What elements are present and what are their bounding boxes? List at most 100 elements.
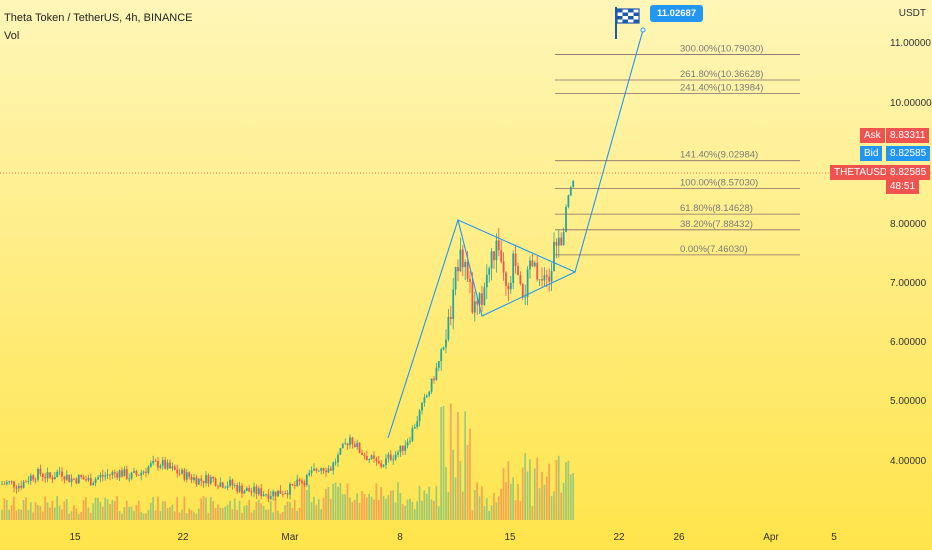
candle-body [27,480,30,482]
volume-bar [320,509,322,520]
time-tick-label: Apr [763,532,779,543]
volume-bar [51,500,54,520]
volume-bar [159,511,162,520]
volume-bar [464,411,466,520]
volume-bar [125,500,128,520]
candle-body [248,488,251,492]
volume-bar [149,502,152,520]
volume-bar [478,496,481,520]
volume-bar [87,507,90,520]
volume-bar [212,501,214,520]
candle-body [68,474,71,483]
candle-body [238,485,241,492]
volume-bar [157,496,159,520]
volume-bar [260,503,262,520]
candle-body [452,289,455,319]
volume-bar [569,474,572,520]
candle-body [73,478,75,480]
candle-body [13,481,15,488]
candle-body [464,261,467,268]
volume-bar [77,513,80,520]
candle-body [137,474,140,476]
volume-bar [421,500,423,520]
candle-body [221,482,224,488]
volume-bar [567,460,570,520]
volume-bar [334,482,337,520]
candle-body [123,469,126,477]
bid-label: Bid [860,146,883,161]
volume-bar [387,495,390,520]
time-tick-label: 5 [831,532,837,543]
candle-body [10,481,13,482]
volume-bar [406,499,409,520]
volume-bar [49,507,51,520]
candle-body [85,479,87,481]
candle-body [173,466,176,470]
volume-bar [46,502,49,520]
candle-body [519,275,522,284]
volume-bar [344,494,346,520]
volume-bar [572,473,574,520]
volume-bar [166,507,169,520]
volume-bar [255,501,258,520]
candle-body [322,468,325,471]
volume-bar [3,498,6,520]
volume-bar [68,513,70,520]
candle-body [433,378,435,381]
volume-bar [128,506,130,520]
candle-body [495,240,498,261]
candle-body [130,472,133,479]
candle-body [56,471,59,478]
volume-bar [548,463,550,520]
volume-bar [377,499,380,520]
volume-bar [289,502,291,520]
volume-bar [56,496,58,520]
volume-bar [202,496,205,520]
candle-body [106,474,109,476]
volume-bar [53,507,56,520]
candle-body [224,487,227,489]
volume-bar [416,501,418,520]
volume-bar [245,505,248,520]
volume-bar [430,499,433,520]
candle-body [25,481,27,483]
candle-body [171,466,174,469]
volume-bar [99,501,102,520]
volume-bar [13,496,15,520]
candle-body [406,441,409,446]
volume-bar [538,488,541,520]
candle-body [255,486,258,495]
volume-bar [490,505,493,520]
candle-body [92,483,95,486]
currency-label[interactable]: USDT [898,8,926,19]
candle-body [392,459,395,461]
volume-bar [17,508,20,520]
volume-bar [274,498,277,520]
volume-bar [353,499,356,520]
candle-body [8,481,11,483]
volume-bar [296,510,298,520]
volume-bar [325,488,327,520]
candle-body [560,237,563,246]
volume-bar [440,406,442,520]
target-price-callout: 11.02687 [650,5,704,22]
volume-bar [375,483,378,520]
volume-bar [154,510,157,520]
candle-body [445,339,447,348]
volume-bar [262,505,265,520]
fib-level-label: 0.00%(7.46030) [680,244,748,255]
candle-body [164,460,167,469]
volume-bar [236,509,238,520]
volume-bar [428,486,430,520]
volume-bar [195,513,198,520]
volume-bar [272,512,274,520]
candle-body [61,471,63,477]
candle-body [397,452,399,455]
candle-body [365,455,368,461]
candle-body [185,472,188,480]
candle-body [562,232,565,246]
candle-body [454,266,457,290]
candle-body [517,266,519,276]
candle-body [1,483,3,485]
